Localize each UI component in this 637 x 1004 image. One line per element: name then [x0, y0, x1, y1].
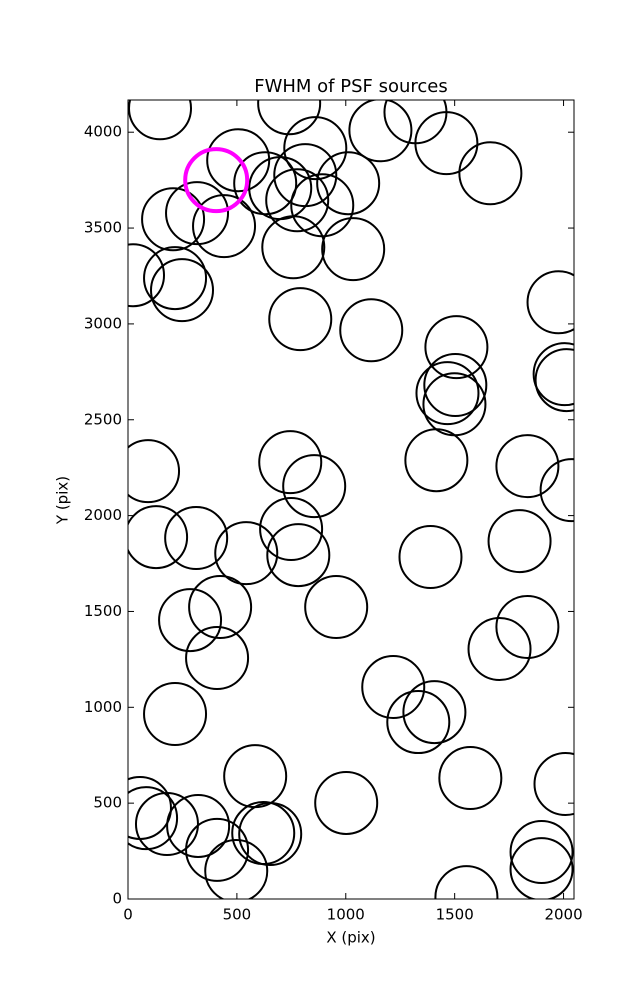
- source-circle: [128, 505, 189, 570]
- y-axis-label: Y (pix): [54, 476, 72, 525]
- source-circle: [214, 521, 279, 586]
- source-circle: [185, 626, 250, 691]
- source-circle: [259, 497, 324, 562]
- source-circle: [188, 575, 253, 640]
- source-circle: [282, 454, 347, 519]
- source-circle: [164, 506, 229, 571]
- source-circle: [495, 594, 560, 659]
- axes-frame: [127, 99, 575, 900]
- source-circle: [434, 865, 499, 899]
- y-tick-label: 2500: [84, 410, 122, 428]
- source-circle: [467, 617, 532, 682]
- source-circle: [402, 680, 467, 745]
- y-tick-label: 500: [93, 794, 122, 812]
- source-circle: [539, 458, 574, 523]
- y-tick-label: 0: [112, 890, 122, 908]
- source-circle: [398, 525, 463, 590]
- source-circle: [183, 147, 250, 214]
- y-tick-label: 1500: [84, 602, 122, 620]
- x-tick-label: 1500: [436, 906, 474, 924]
- source-circle: [266, 523, 331, 588]
- source-circle: [316, 151, 381, 216]
- source-circle: [238, 802, 303, 867]
- source-circle: [526, 270, 574, 335]
- source-circle: [143, 682, 208, 747]
- y-tick-label: 3500: [84, 219, 122, 237]
- source-circle: [438, 746, 503, 811]
- x-tick-label: 0: [123, 906, 133, 924]
- source-circle: [258, 430, 323, 495]
- source-circle: [166, 793, 231, 858]
- source-circle: [423, 353, 488, 418]
- source-circle: [204, 839, 269, 899]
- source-circle: [128, 786, 179, 851]
- source-circle: [386, 690, 451, 755]
- y-tick-label: 1000: [84, 698, 122, 716]
- chart-title: FWHM of PSF sources: [254, 76, 448, 97]
- source-circle: [314, 770, 379, 835]
- source-circle: [533, 751, 574, 816]
- x-tick-label: 500: [223, 906, 252, 924]
- source-circle: [424, 315, 489, 380]
- source-circle: [283, 116, 348, 181]
- source-circle: [143, 246, 208, 311]
- source-circle: [404, 428, 469, 493]
- source-circle: [414, 111, 479, 176]
- source-circle: [128, 243, 165, 308]
- source-circle: [261, 215, 326, 280]
- x-tick-label: 1000: [327, 906, 365, 924]
- x-axis-label: X (pix): [326, 929, 375, 947]
- source-circle: [158, 588, 223, 653]
- source-circle: [339, 298, 404, 363]
- y-tick-label: 2000: [84, 506, 122, 524]
- plot-area: [128, 100, 574, 899]
- source-circle: [534, 348, 574, 413]
- source-circle: [532, 342, 574, 407]
- y-tick-label: 4000: [84, 123, 122, 141]
- source-circle: [348, 100, 413, 163]
- source-circle: [509, 837, 574, 899]
- source-circle: [304, 575, 369, 640]
- source-circle: [150, 258, 215, 323]
- source-circle: [265, 168, 330, 233]
- source-circle: [257, 100, 322, 136]
- source-circle: [185, 817, 250, 882]
- y-tick-label: 3000: [84, 314, 122, 332]
- source-circle: [458, 141, 523, 206]
- source-circle: [415, 361, 480, 426]
- source-circle: [206, 128, 271, 193]
- source-circle: [495, 434, 560, 499]
- source-circle: [165, 181, 230, 246]
- source-circle: [141, 187, 206, 252]
- source-circle: [233, 151, 298, 216]
- source-circle: [128, 100, 193, 141]
- source-circle: [268, 287, 333, 352]
- x-tick-label: 2000: [544, 906, 582, 924]
- source-circle: [509, 820, 574, 885]
- source-circle: [134, 792, 199, 857]
- source-circle: [223, 744, 288, 809]
- source-circle: [128, 439, 181, 504]
- source-circle: [487, 509, 552, 574]
- source-circle: [192, 194, 257, 259]
- source-circle: [321, 217, 386, 282]
- source-circle: [361, 654, 426, 719]
